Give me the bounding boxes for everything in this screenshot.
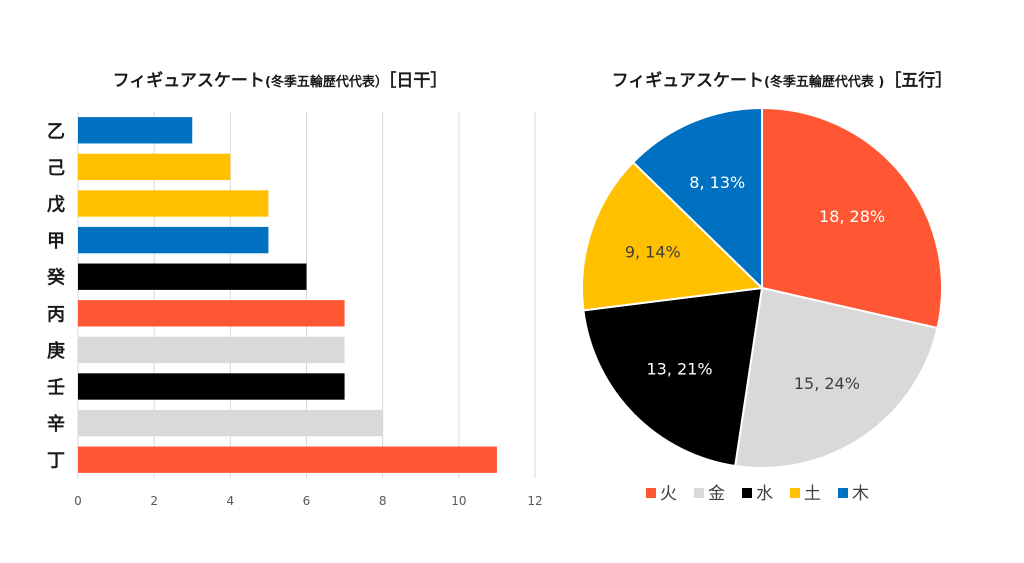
bar <box>78 226 269 254</box>
bar <box>78 153 231 181</box>
legend-swatch <box>790 488 800 498</box>
pie-data-label: 13, 21% <box>646 359 712 378</box>
bar-title-sub: (冬季五輪歴代代表） <box>264 75 388 90</box>
bar-title-tag: ［日干］ <box>387 71 448 91</box>
legend-label: 金 <box>708 484 725 504</box>
pie-slice <box>581 160 765 312</box>
bar-title-main: フィギュアスケート <box>112 71 265 91</box>
legend-label: 土 <box>804 484 821 504</box>
bar <box>78 373 345 400</box>
legend-swatch <box>742 488 752 498</box>
y-tick-label: 戊 <box>47 195 65 216</box>
pie-title-main: フィギュアスケート <box>611 71 764 91</box>
pie-title-sub: (冬季五輪歴代代表 ) <box>763 75 885 90</box>
y-tick-label: 丁 <box>47 451 65 472</box>
pie-slice <box>761 106 943 330</box>
bar <box>78 263 307 290</box>
pie-chart: フィギュアスケート(冬季五輪歴代代表 )［五行］ 18, 28% 15, 24% 1… <box>560 0 1024 559</box>
pie-slice <box>582 286 764 468</box>
y-tick-label: 己 <box>47 158 65 179</box>
x-tick-label: 2 <box>150 494 158 508</box>
pie-chart-svg: 18, 28% 15, 24% 13, 21% 9, 14% 8, 13% 火 金 水 土 木 <box>581 106 943 504</box>
y-tick-label: 壬 <box>47 378 65 399</box>
x-tick-label: 4 <box>227 494 235 508</box>
pie-data-label: 8, 13% <box>689 173 745 192</box>
y-tick-label: 辛 <box>47 413 65 435</box>
bar <box>78 446 497 473</box>
y-tick-label: 癸 <box>46 267 66 289</box>
legend-label: 水 <box>756 484 773 504</box>
pie-data-label: 18, 28% <box>819 207 885 226</box>
x-tick-label: 12 <box>527 494 542 508</box>
bar <box>78 336 345 364</box>
bar-chart: フィギュアスケート(冬季五輪歴代代表）［日干］ 0 2 4 6 8 10 12 乙己戊甲癸丙庚… <box>0 66 560 508</box>
bar <box>78 300 345 327</box>
pie-data-label: 15, 24% <box>794 374 860 393</box>
pie-slice <box>631 106 763 291</box>
pie-slice <box>734 286 939 469</box>
y-tick-label: 庚 <box>47 340 65 362</box>
bar <box>78 409 383 437</box>
legend-label: 木 <box>852 484 869 504</box>
x-tick-label: 0 <box>74 494 82 508</box>
y-tick-label: 乙 <box>47 121 65 142</box>
legend-swatch <box>694 488 704 498</box>
y-tick-label: 丙 <box>47 304 65 325</box>
pie-title-tag: ［五行］ <box>884 71 953 91</box>
pie-chart-title: フィギュアスケート(冬季五輪歴代代表 )［五行］ <box>550 66 1014 91</box>
x-tick-label: 8 <box>379 494 387 508</box>
legend-swatch <box>646 488 656 498</box>
bar <box>78 190 269 217</box>
x-tick-label: 10 <box>451 494 466 508</box>
legend-swatch <box>838 488 848 498</box>
x-tick-label: 6 <box>303 494 311 508</box>
pie-data-label: 9, 14% <box>625 242 681 261</box>
legend-label: 火 <box>660 484 677 504</box>
bar <box>78 117 193 144</box>
bar-chart-title: フィギュアスケート(冬季五輪歴代代表）［日干］ <box>0 66 560 91</box>
y-tick-label: 甲 <box>47 231 65 252</box>
